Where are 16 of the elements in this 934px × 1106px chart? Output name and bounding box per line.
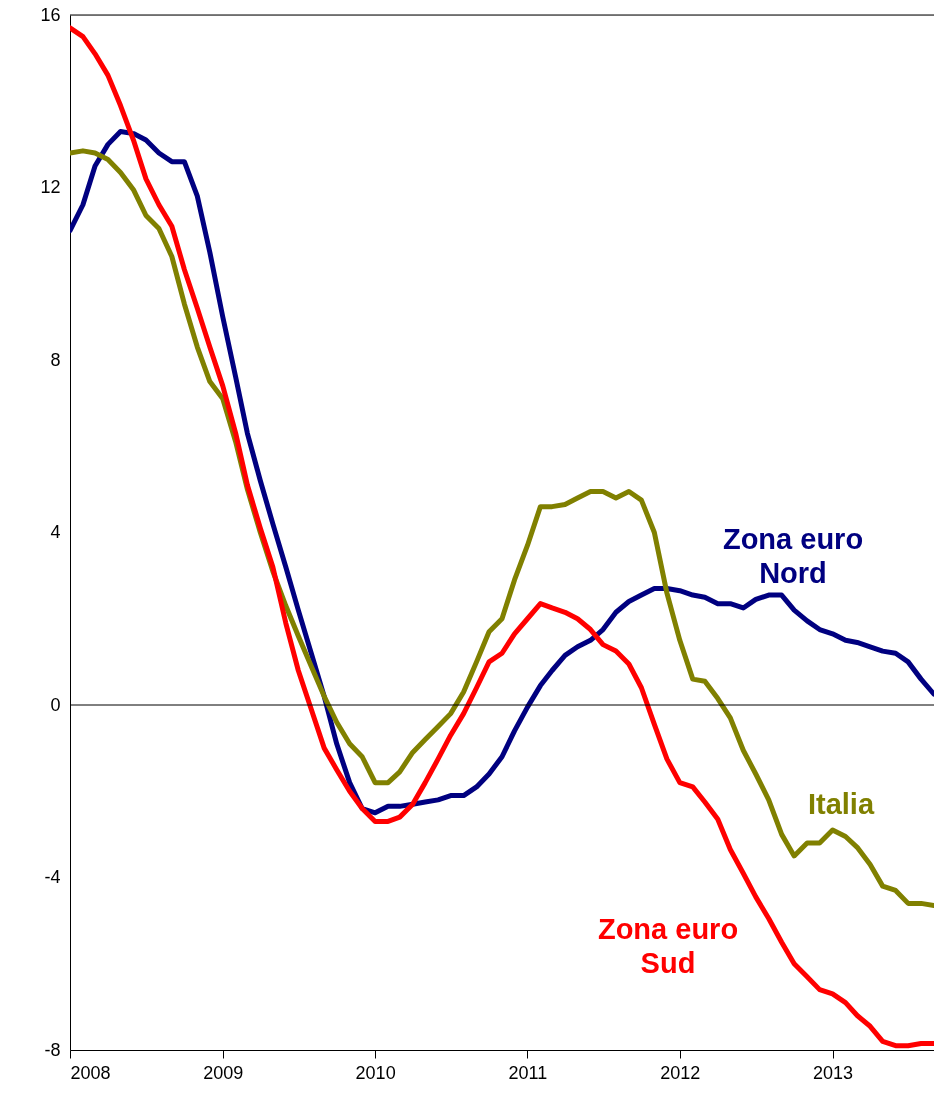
y-tick-label: 0 bbox=[50, 694, 61, 715]
y-tick-label: 4 bbox=[50, 522, 61, 542]
x-tick-label: 2013 bbox=[813, 1062, 854, 1083]
series-label: Italia bbox=[807, 788, 875, 820]
x-tick-label: 2008 bbox=[70, 1062, 111, 1083]
x-tick-label: 2011 bbox=[508, 1062, 548, 1083]
series-label: Zona euro Sud bbox=[597, 913, 739, 979]
x-tick-label: 2012 bbox=[660, 1062, 701, 1083]
y-tick-label: 8 bbox=[50, 349, 61, 370]
series-label: Zona euro Nord bbox=[722, 523, 864, 589]
x-tick-label: 2009 bbox=[203, 1062, 244, 1083]
y-tick-label: -4 bbox=[44, 867, 61, 887]
x-tick-label: 2010 bbox=[355, 1062, 396, 1083]
y-tick-label: -8 bbox=[44, 1039, 61, 1060]
y-tick-label: 16 bbox=[40, 4, 61, 25]
y-tick-label: 12 bbox=[40, 177, 61, 197]
